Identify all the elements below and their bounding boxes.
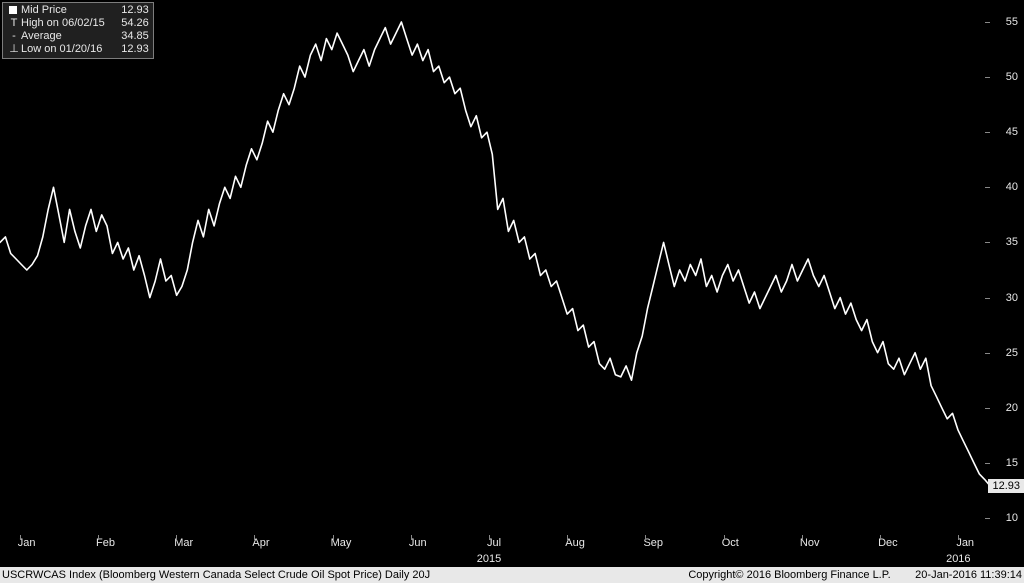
legend-sym-icon: T xyxy=(7,17,21,30)
xtick-mark xyxy=(176,535,177,540)
legend-label: Mid Price xyxy=(21,4,111,17)
xtick-mark xyxy=(724,535,725,540)
year-label: 2016 xyxy=(946,553,970,565)
ytick-mark xyxy=(985,353,990,354)
y-axis: 10 15 20 25 30 35 40 45 50 55 xyxy=(990,0,1024,540)
legend-box: Mid Price12.93THigh on 06/02/1554.26-Ave… xyxy=(2,2,154,59)
ytick-label: 50 xyxy=(1006,71,1018,83)
plot-area xyxy=(0,0,990,540)
legend-label: Low on 01/20/16 xyxy=(21,43,111,56)
legend-label: High on 06/02/15 xyxy=(21,17,111,30)
ytick-label: 10 xyxy=(1006,512,1018,524)
xtick-mark xyxy=(20,535,21,540)
xtick-mark xyxy=(958,535,959,540)
ytick-mark xyxy=(985,132,990,133)
ytick-mark xyxy=(985,408,990,409)
ytick-mark xyxy=(985,77,990,78)
footer-bar: USCRWCAS Index (Bloomberg Western Canada… xyxy=(0,567,1024,583)
last-price-value: 12.93 xyxy=(992,480,1020,492)
ytick-label: 40 xyxy=(1006,181,1018,193)
ytick-label: 30 xyxy=(1006,292,1018,304)
legend-value: 54.26 xyxy=(111,17,149,30)
last-price-badge: 12.93 xyxy=(988,479,1024,493)
x-axis: JanFebMarAprMayJunJulAugSepOctNovDecJan xyxy=(0,537,990,553)
instrument-description: USCRWCAS Index (Bloomberg Western Canada… xyxy=(2,569,430,581)
year-label: 2015 xyxy=(477,553,501,565)
legend-row: THigh on 06/02/1554.26 xyxy=(7,17,149,30)
legend-label: Average xyxy=(21,30,111,43)
legend-value: 12.93 xyxy=(111,4,149,17)
xtick-mark xyxy=(880,535,881,540)
xtick-mark xyxy=(333,535,334,540)
ytick-mark xyxy=(985,518,990,519)
ytick-label: 45 xyxy=(1006,126,1018,138)
ytick-label: 55 xyxy=(1006,16,1018,28)
ytick-label: 25 xyxy=(1006,347,1018,359)
ytick-label: 20 xyxy=(1006,402,1018,414)
xtick-mark xyxy=(489,535,490,540)
legend-value: 12.93 xyxy=(111,43,149,56)
legend-swatch-icon xyxy=(7,4,21,17)
xtick-mark xyxy=(567,535,568,540)
ytick-mark xyxy=(985,187,990,188)
year-row: 2015 2016 xyxy=(0,553,1024,567)
legend-sym-icon: ⊥ xyxy=(7,43,21,56)
legend-row: -Average34.85 xyxy=(7,30,149,43)
legend-sym-icon: - xyxy=(7,30,21,43)
xtick-mark xyxy=(411,535,412,540)
price-chart: Mid Price12.93THigh on 06/02/1554.26-Ave… xyxy=(0,0,1024,583)
ytick-mark xyxy=(985,22,990,23)
copyright-text: Copyright© 2016 Bloomberg Finance L.P. xyxy=(688,569,890,581)
ytick-label: 15 xyxy=(1006,457,1018,469)
xtick-label: May xyxy=(331,537,352,549)
xtick-mark xyxy=(802,535,803,540)
ytick-mark xyxy=(985,242,990,243)
timestamp-text: 20-Jan-2016 11:39:14 xyxy=(915,569,1022,581)
xtick-mark xyxy=(645,535,646,540)
ytick-label: 35 xyxy=(1006,236,1018,248)
legend-value: 34.85 xyxy=(111,30,149,43)
xtick-mark xyxy=(98,535,99,540)
legend-row: ⊥Low on 01/20/1612.93 xyxy=(7,43,149,56)
ytick-mark xyxy=(985,298,990,299)
ytick-mark xyxy=(985,463,990,464)
xtick-mark xyxy=(254,535,255,540)
legend-row: Mid Price12.93 xyxy=(7,4,149,17)
line-series xyxy=(0,22,990,486)
